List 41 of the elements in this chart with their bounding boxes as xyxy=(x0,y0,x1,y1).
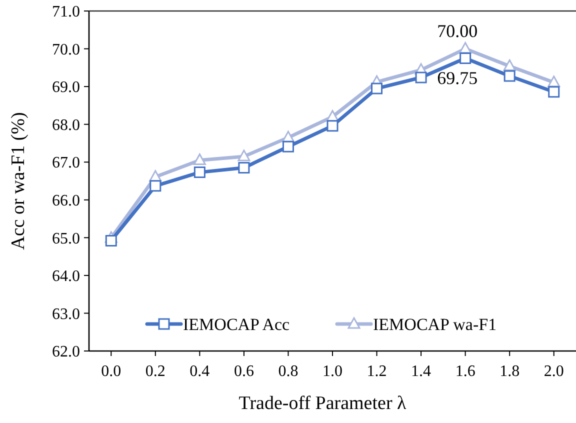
point xyxy=(105,234,117,246)
x-tick-label: 0.0 xyxy=(101,363,122,380)
x-tick-label: 1.2 xyxy=(366,363,387,380)
x-tick-label: 0.4 xyxy=(190,363,210,380)
x-axis-title: Trade-off Parameter λ xyxy=(238,393,408,414)
y-tick-label: 65.0 xyxy=(52,230,80,248)
annotation: 69.75 xyxy=(437,68,478,88)
y-tick-label: 63.0 xyxy=(52,306,80,323)
y-tick-label: 66.0 xyxy=(52,192,80,210)
x-tick-label: 1.4 xyxy=(411,363,432,380)
x-tick-label: 1.0 xyxy=(322,363,342,380)
x-tick-label: 1.8 xyxy=(500,363,520,380)
y-tick-label: 68.0 xyxy=(52,116,80,134)
x-tick-label: 1.6 xyxy=(455,363,476,380)
point xyxy=(238,162,250,174)
point xyxy=(326,120,338,132)
point xyxy=(282,140,294,152)
legend-label: IEMOCAP Acc xyxy=(183,314,290,334)
y-tick-label: 67.0 xyxy=(52,154,80,172)
point xyxy=(460,52,472,64)
point xyxy=(504,70,516,82)
point xyxy=(194,166,206,178)
point xyxy=(238,150,250,162)
point xyxy=(415,72,427,84)
x-tick-label: 0.2 xyxy=(145,363,166,380)
y-tick-label: 69.0 xyxy=(52,79,80,96)
y-axis-title: Acc or wa-F1 (%) xyxy=(8,112,29,250)
y-tick-label: 70.0 xyxy=(52,41,80,58)
x-tick-label: 0.8 xyxy=(278,363,298,380)
point xyxy=(503,59,516,71)
y-tick-label: 62.0 xyxy=(52,344,80,361)
point xyxy=(371,82,383,94)
point xyxy=(193,153,206,165)
legend-label: IEMOCAP wa-F1 xyxy=(373,314,497,334)
annotation: 70.00 xyxy=(437,20,478,41)
y-tick-label: 71.0 xyxy=(52,4,80,21)
point xyxy=(548,86,560,98)
y-tick-label: 64.0 xyxy=(52,268,80,286)
x-tick-label: 0.6 xyxy=(234,363,254,380)
x-tick-label: 2.0 xyxy=(544,363,564,380)
point xyxy=(150,180,162,192)
